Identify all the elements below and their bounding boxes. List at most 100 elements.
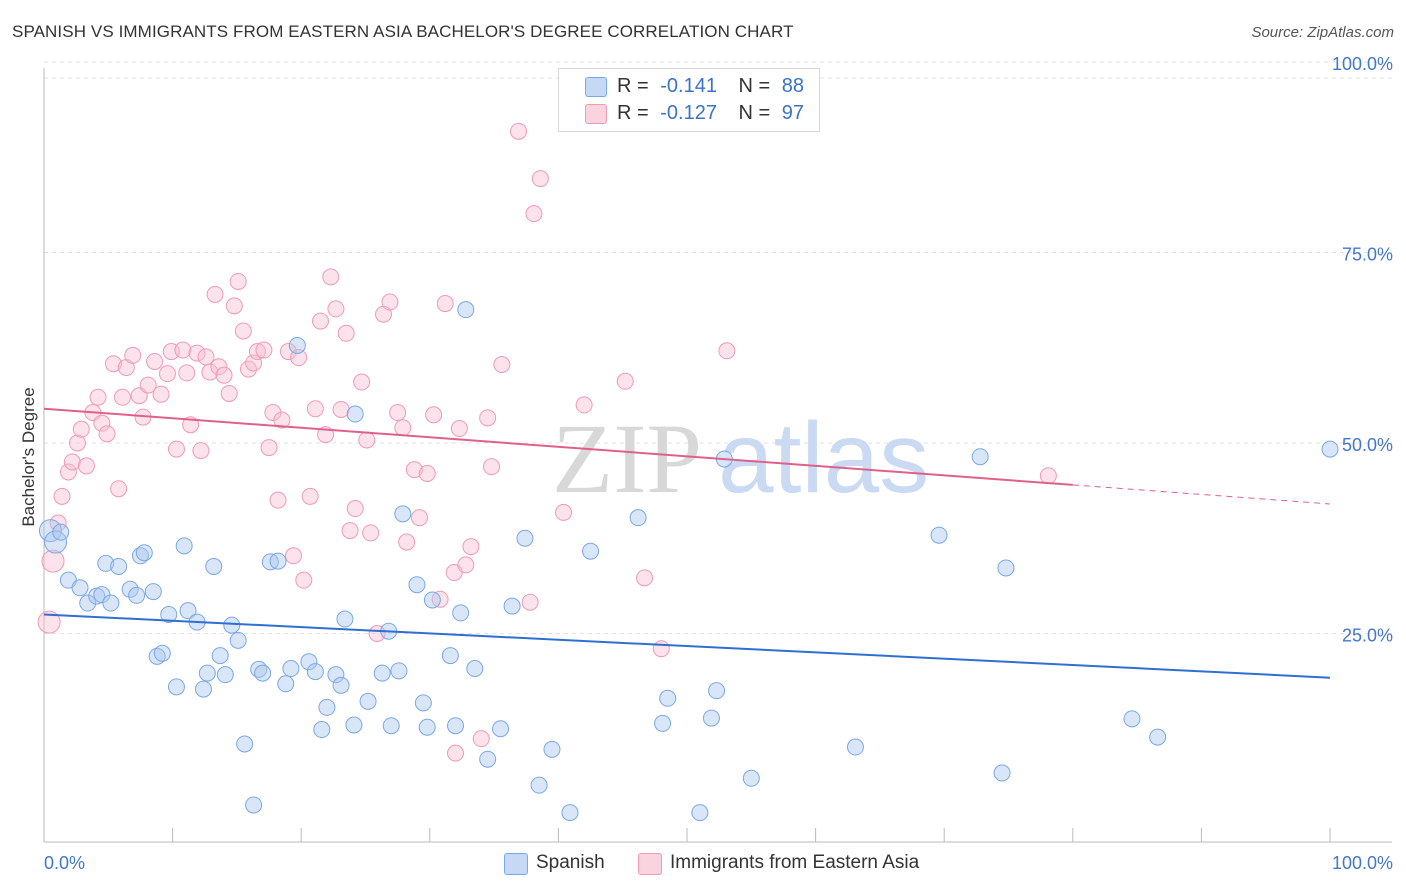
source-label: Source: ZipAtlas.com <box>1251 24 1394 41</box>
point-spanish <box>997 559 1015 577</box>
point-spanish <box>148 647 166 665</box>
point-immigrants <box>37 610 61 634</box>
point-spanish <box>327 666 345 684</box>
point-spanish <box>691 804 709 822</box>
point-spanish <box>205 557 223 575</box>
point-spanish <box>708 682 726 700</box>
r-value: -0.141 <box>660 75 717 97</box>
point-spanish <box>332 676 350 694</box>
point-immigrants <box>341 522 359 540</box>
trend-line-spanish <box>43 613 1331 679</box>
axes <box>43 68 1392 843</box>
point-spanish <box>236 735 254 753</box>
point-immigrants <box>201 363 219 381</box>
point-immigrants <box>206 285 224 303</box>
point-immigrants <box>346 500 364 518</box>
point-immigrants <box>255 341 273 359</box>
point-spanish <box>742 769 760 787</box>
point-spanish <box>423 591 441 609</box>
r-label: R = <box>617 75 649 97</box>
n-label: N = <box>738 102 771 124</box>
point-immigrants <box>301 487 319 505</box>
point-spanish <box>198 664 216 682</box>
point-immigrants <box>63 453 81 471</box>
point-immigrants <box>113 388 131 406</box>
trend-lines <box>43 407 1331 679</box>
tick-labels: 100.0% 75.0% 50.0% 25.0% 0.0% 100.0% <box>44 54 1393 873</box>
point-immigrants <box>447 744 465 762</box>
point-spanish <box>175 537 193 555</box>
point-immigrants <box>636 569 654 587</box>
points-immigrants <box>37 122 1057 762</box>
point-immigrants <box>311 312 329 330</box>
point-immigrants <box>353 373 371 391</box>
point-spanish <box>216 666 234 684</box>
point-spanish <box>179 602 197 620</box>
point-immigrants <box>457 556 475 574</box>
point-immigrants <box>225 297 243 315</box>
point-spanish <box>336 610 354 628</box>
point-spanish <box>447 717 465 735</box>
trend-line-immigrants <box>43 407 1073 486</box>
point-immigrants <box>215 366 233 384</box>
point-immigrants <box>110 480 128 498</box>
point-immigrants <box>450 420 468 438</box>
point-spanish <box>254 664 272 682</box>
legend-swatch-immigrants <box>585 104 607 124</box>
point-immigrants <box>220 384 238 402</box>
point-immigrants <box>616 372 634 390</box>
point-spanish <box>97 554 115 572</box>
bottom-legend-spanish: Spanish <box>536 852 605 873</box>
point-immigrants <box>462 538 480 556</box>
legend-row-immigrants: R = -0.127 N = 97 <box>617 102 804 125</box>
point-immigrants <box>510 122 528 140</box>
point-immigrants <box>188 344 206 362</box>
point-immigrants <box>248 343 266 361</box>
point-spanish <box>654 714 672 732</box>
point-immigrants <box>290 349 308 367</box>
point-immigrants <box>269 491 287 509</box>
y-tick-label: 25.0% <box>1342 626 1393 646</box>
point-immigrants <box>652 640 670 658</box>
point-immigrants <box>405 461 423 479</box>
point-spanish <box>1149 728 1167 746</box>
point-spanish <box>390 662 408 680</box>
point-spanish <box>1321 440 1339 458</box>
point-spanish <box>394 505 412 523</box>
point-immigrants <box>411 509 429 527</box>
point-spanish <box>71 579 89 597</box>
point-spanish <box>530 776 548 794</box>
point-immigrants <box>59 463 77 481</box>
legend-row-spanish: R = -0.141 N = 88 <box>617 75 804 98</box>
point-spanish <box>702 709 720 727</box>
y-tick-label: 100.0% <box>1332 54 1393 74</box>
point-spanish <box>44 530 68 554</box>
point-spanish <box>503 597 521 615</box>
point-immigrants <box>327 300 345 318</box>
point-immigrants <box>192 442 210 460</box>
point-immigrants <box>77 457 95 475</box>
chart-title: SPANISH VS IMMIGRANTS FROM EASTERN ASIA … <box>12 22 794 41</box>
point-spanish <box>144 583 162 601</box>
point-spanish <box>153 644 171 662</box>
point-immigrants <box>1039 467 1057 485</box>
point-spanish <box>300 653 318 671</box>
point-immigrants <box>718 342 736 360</box>
point-immigrants <box>425 406 443 424</box>
point-spanish <box>128 586 146 604</box>
point-immigrants <box>174 341 192 359</box>
point-spanish <box>452 604 470 622</box>
y-tick-label: 75.0% <box>1342 245 1393 265</box>
point-spanish <box>373 664 391 682</box>
point-immigrants <box>322 268 340 286</box>
point-spanish <box>382 717 400 735</box>
point-immigrants <box>436 295 454 313</box>
point-spanish <box>359 692 377 710</box>
point-spanish <box>102 594 120 612</box>
point-immigrants <box>89 388 107 406</box>
point-immigrants <box>332 400 350 418</box>
point-spanish <box>346 405 364 423</box>
point-immigrants <box>358 431 376 449</box>
y-axis-label: Bachelor's Degree <box>19 387 38 526</box>
